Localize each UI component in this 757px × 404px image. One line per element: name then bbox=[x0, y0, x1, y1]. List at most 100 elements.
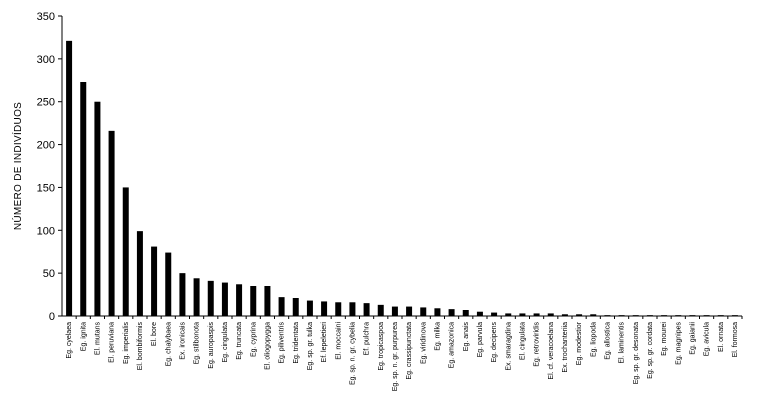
bar bbox=[632, 315, 639, 316]
y-axis-title: NÚMERO DE INDIVÍDUOS bbox=[11, 102, 24, 230]
x-tick-label: El. cf. veracoelana bbox=[548, 322, 555, 380]
bar bbox=[391, 306, 398, 316]
x-tick-label: Eg. truncata bbox=[236, 322, 243, 360]
bar bbox=[434, 308, 441, 316]
x-tick-label: Eg. cyelaea bbox=[66, 322, 73, 359]
bar bbox=[675, 315, 682, 316]
bar bbox=[321, 301, 328, 316]
x-tick-label: Eg. sp. n. gr. cybelia bbox=[349, 322, 356, 385]
x-tick-label: Eg. cingulata bbox=[222, 322, 229, 363]
bar bbox=[731, 315, 738, 316]
bar bbox=[108, 130, 115, 316]
x-tick-label: Eg. mourei bbox=[661, 322, 668, 356]
y-tick-label: 0 bbox=[49, 311, 55, 323]
plot-area: 0 50 100 150 200 250 300 350 Eg. cyelaea Eg. igni… bbox=[37, 11, 743, 391]
bar bbox=[165, 252, 172, 316]
x-tick-label: El. oliogopygga bbox=[264, 322, 271, 370]
bar bbox=[476, 311, 483, 316]
y-tick-label: 350 bbox=[37, 11, 55, 23]
bar bbox=[250, 286, 257, 316]
x-tick-label: Eg. allostica bbox=[604, 322, 611, 360]
x-tick-label: El. laminentis bbox=[619, 322, 626, 364]
bar bbox=[462, 310, 469, 316]
bar bbox=[80, 82, 87, 316]
x-tick-label: Eg. sp. gr. tulka bbox=[307, 322, 314, 370]
bar bbox=[561, 314, 568, 316]
bar bbox=[136, 231, 143, 316]
y-tick-label: 50 bbox=[43, 268, 55, 280]
bar bbox=[448, 309, 455, 316]
x-tick-label: Ex. trochanteriia bbox=[562, 322, 569, 373]
bar bbox=[236, 284, 243, 316]
bar bbox=[618, 315, 625, 316]
x-tick-label: Eg. crassipunctata bbox=[406, 322, 413, 380]
bar bbox=[576, 314, 583, 316]
y-tick-label: 150 bbox=[37, 182, 55, 194]
x-tick-label: Eg. amazonica bbox=[449, 322, 456, 368]
bar bbox=[264, 286, 271, 316]
bar bbox=[689, 315, 696, 316]
y-tick-label: 100 bbox=[37, 225, 55, 237]
bar bbox=[193, 278, 200, 316]
bar bbox=[151, 246, 158, 316]
x-tick-label: Ex. ironicais bbox=[179, 322, 186, 360]
bar bbox=[646, 315, 653, 316]
x-tick-label: El. bombiformis bbox=[137, 322, 144, 371]
bar bbox=[335, 302, 342, 316]
x-tick-label: Eg. gaianii bbox=[689, 322, 696, 355]
bar bbox=[420, 307, 427, 316]
x-tick-label: Eg. auropaspis bbox=[208, 322, 215, 369]
bar bbox=[604, 315, 611, 316]
x-tick-label: Eg. tropicaspoa bbox=[378, 322, 385, 371]
x-tick-label: Ef. lepeletieri bbox=[321, 322, 328, 363]
x-tick-label: Eg. tridentata bbox=[293, 322, 300, 364]
x-tick-label: Eg. viridinova bbox=[420, 322, 427, 364]
bar bbox=[377, 304, 384, 316]
x-tick-label: El. cingulata bbox=[519, 322, 526, 360]
x-tick-label: El. bore bbox=[151, 322, 158, 346]
x-tick-label: Eg. magnipes bbox=[675, 322, 682, 365]
bar bbox=[278, 297, 285, 316]
x-tick-label: Eg. sp. gr. cordata bbox=[647, 322, 654, 379]
bar bbox=[207, 280, 214, 316]
x-tick-label: Eg. modestior bbox=[576, 321, 583, 365]
x-tick-label: Eg. retroviridis bbox=[534, 322, 541, 367]
y-tick-label: 200 bbox=[37, 140, 55, 152]
y-tick-label: 250 bbox=[37, 97, 55, 109]
bar bbox=[661, 315, 668, 316]
bar bbox=[292, 298, 299, 316]
x-tick-label: Eg. sp. n. gr. purpurea bbox=[392, 322, 399, 391]
bar bbox=[547, 313, 554, 316]
x-tick-label: Eg. chalybaea bbox=[165, 322, 172, 366]
bar bbox=[505, 313, 512, 316]
bar bbox=[519, 313, 526, 316]
x-tick-label: Ef. pulchra bbox=[364, 322, 371, 356]
bar bbox=[717, 315, 724, 316]
x-tick-label: Eg. liopoda bbox=[590, 322, 597, 357]
x-tick-label: Eg. decipens bbox=[491, 322, 498, 363]
x-tick-label: El. peruviana bbox=[109, 322, 116, 363]
bar bbox=[66, 40, 73, 316]
x-tick-label: Eg. ignita bbox=[80, 322, 87, 351]
bar bbox=[363, 303, 370, 316]
x-tick-label: Eg. stilbonota bbox=[194, 322, 201, 365]
x-tick-label: Eg. milka bbox=[434, 322, 441, 351]
bar bbox=[703, 315, 710, 316]
x-tick-label: El. ornata bbox=[718, 322, 725, 352]
bar bbox=[491, 312, 498, 316]
bar bbox=[94, 101, 101, 316]
bar bbox=[406, 306, 413, 316]
x-tick-label: Eg. sp. gr. desonata bbox=[633, 322, 640, 384]
bar bbox=[533, 313, 540, 316]
x-tick-label: Ex. smaragdina bbox=[505, 322, 512, 371]
bar bbox=[221, 282, 228, 316]
x-tick-label: Eg. cyprina bbox=[250, 322, 257, 357]
bar bbox=[122, 187, 129, 316]
x-tick-label: Eg. avicula bbox=[704, 322, 711, 356]
x-tick-label: Eg. piliventris bbox=[279, 322, 286, 364]
x-tick-label: Eg. parvula bbox=[477, 322, 484, 358]
x-tick-label: El. formosa bbox=[732, 322, 739, 358]
y-tick-label: 300 bbox=[37, 54, 55, 66]
